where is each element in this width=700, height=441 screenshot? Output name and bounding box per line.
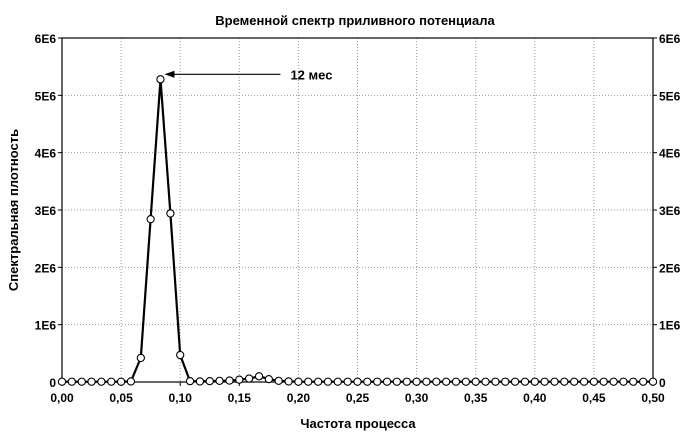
data-point (87, 377, 96, 386)
x-axis-title: Частота процесса (300, 416, 416, 431)
data-point (461, 377, 471, 386)
data-point (481, 377, 490, 386)
y-tick-label-left: 3E6 (35, 204, 57, 218)
grid (62, 38, 653, 382)
data-point (530, 377, 539, 386)
data-point (501, 377, 510, 386)
data-point (166, 209, 175, 218)
data-point (373, 377, 382, 386)
data-point (333, 377, 342, 386)
x-tick-label: 0,30 (405, 391, 429, 405)
peak-annotation: 12 мес (164, 67, 332, 82)
y-axis-right: 0 1E6 2E6 3E6 4E6 5E6 6E6 (653, 32, 681, 390)
data-point (107, 377, 116, 386)
x-tick-label: 0,10 (169, 391, 193, 405)
data-point (599, 377, 608, 386)
data-point (313, 377, 323, 386)
y-tick-label-right: 5E6 (659, 89, 681, 103)
data-point (146, 215, 155, 224)
data-point (510, 377, 520, 386)
data-point (432, 377, 441, 386)
data-point (97, 377, 106, 386)
x-tick-label: 0,50 (641, 391, 665, 405)
data-point (77, 377, 86, 386)
data-point (392, 377, 402, 386)
data-point (579, 377, 589, 386)
x-tick-label: 0,20 (287, 391, 311, 405)
data-point (215, 376, 224, 386)
data-point (274, 376, 283, 386)
x-tick-label: 0,00 (50, 391, 74, 405)
y-tick-label-right: 3E6 (659, 204, 681, 218)
data-point (491, 377, 500, 386)
y-tick-label-left: 2E6 (35, 261, 57, 275)
data-point (185, 376, 195, 386)
y-axis-left: 0 1E6 2E6 3E6 4E6 5E6 6E6 (35, 32, 62, 390)
y-tick-label-left: 6E6 (35, 32, 57, 46)
data-point (126, 377, 136, 386)
data-point (57, 377, 67, 386)
data-point (264, 374, 273, 384)
data-point (619, 377, 628, 386)
data-point (609, 377, 618, 386)
x-tick-label: 0,45 (582, 391, 606, 405)
data-point (471, 377, 480, 386)
data-point (67, 377, 76, 386)
data-point (540, 377, 549, 386)
data-point (589, 377, 599, 386)
y-tick-label-left: 5E6 (35, 89, 57, 103)
data-point (205, 376, 214, 386)
y-tick-label-right: 2E6 (659, 261, 681, 275)
data-point (225, 376, 234, 385)
data-point (284, 377, 293, 386)
annotation-label: 12 мес (290, 67, 332, 82)
data-point (412, 377, 421, 386)
data-point (156, 75, 165, 84)
data-point (629, 377, 638, 386)
chart-title: Временной спектр приливного потенциала (215, 13, 495, 28)
data-points (57, 75, 658, 386)
data-point (176, 350, 185, 360)
data-point (323, 377, 333, 386)
data-point (363, 377, 372, 386)
data-point (244, 374, 254, 383)
data-point (639, 377, 648, 386)
y-tick-label-right: 1E6 (659, 319, 681, 333)
x-tick-label: 0,15 (228, 391, 252, 405)
y-tick-label-right: 0 (659, 376, 666, 390)
data-point (520, 377, 530, 386)
x-tick-label: 0,05 (109, 391, 133, 405)
data-point (451, 377, 461, 386)
data-point (441, 377, 451, 386)
data-point (382, 377, 392, 386)
data-point (116, 377, 126, 386)
x-tick-label: 0,40 (523, 391, 547, 405)
y-tick-label-left: 4E6 (35, 147, 57, 161)
x-axis: 0,00 0,05 0,10 0,15 0,20 0,25 0,30 0,35 0,40 0,45… (50, 382, 665, 405)
data-point (560, 377, 569, 386)
y-axis-title: Спектральная плотность (6, 129, 21, 291)
data-point (254, 372, 264, 381)
data-point (136, 353, 145, 363)
data-point (343, 377, 352, 386)
data-point (422, 377, 431, 386)
data-point (294, 377, 303, 386)
y-tick-label-left: 0 (49, 376, 56, 390)
data-point (304, 377, 313, 386)
x-tick-label: 0,25 (346, 391, 370, 405)
data-point (402, 377, 411, 386)
x-tick-label: 0,35 (464, 391, 488, 405)
data-point (235, 375, 244, 384)
data-point (570, 377, 579, 386)
data-point (353, 377, 362, 386)
y-tick-label-left: 1E6 (35, 319, 57, 333)
y-tick-label-right: 4E6 (659, 147, 681, 161)
data-point (550, 377, 559, 386)
y-tick-label-right: 6E6 (659, 32, 681, 46)
annotation-arrow-head (164, 70, 175, 78)
data-point (648, 377, 658, 386)
data-point (195, 377, 205, 386)
